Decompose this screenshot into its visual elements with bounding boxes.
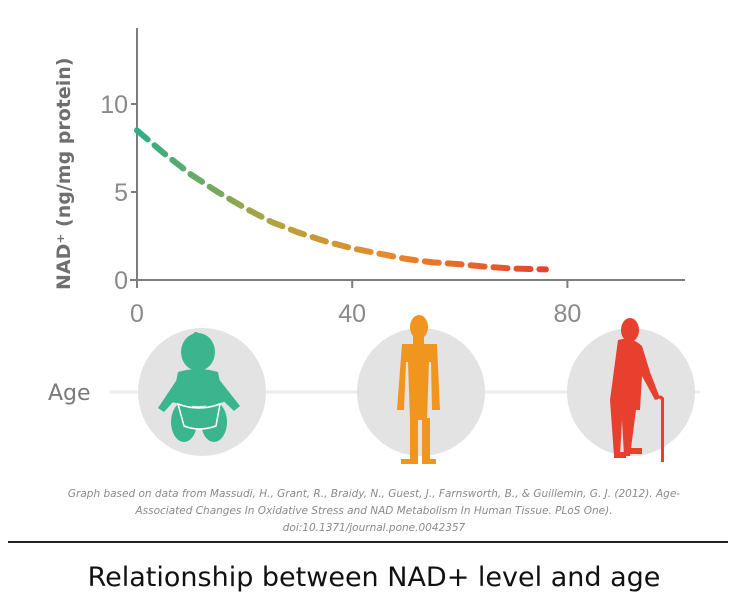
- citation-line-3: doi:10.1371/journal.pone.0042357: [282, 522, 466, 534]
- adult-icon: [397, 315, 440, 464]
- citation-line-1: Graph based on data from Massudi, H., Gr…: [67, 488, 681, 500]
- x-tick-label: 40: [338, 300, 366, 328]
- divider: [8, 541, 728, 543]
- x-tick-label: 80: [553, 300, 581, 328]
- figure-caption: Relationship between NAD+ level and age: [87, 562, 661, 593]
- y-axis-label: NAD⁺ (ng/mg protein): [53, 58, 75, 291]
- y-tick-label: 5: [114, 179, 128, 207]
- age-label: Age: [48, 381, 91, 406]
- baby-icon: [158, 332, 240, 442]
- elderly-with-cane-icon: [610, 318, 664, 462]
- y-tick-label: 10: [100, 91, 128, 119]
- citation-line-2: Associated Changes In Oxidative Stress a…: [135, 505, 613, 517]
- nad-curve-line: [134, 127, 549, 273]
- chart: 0 40 80 0 5 10 NAD⁺ (ng/mg protein) Age: [48, 28, 700, 464]
- y-tick-label: 0: [114, 267, 128, 295]
- x-tick-label: 0: [130, 300, 144, 328]
